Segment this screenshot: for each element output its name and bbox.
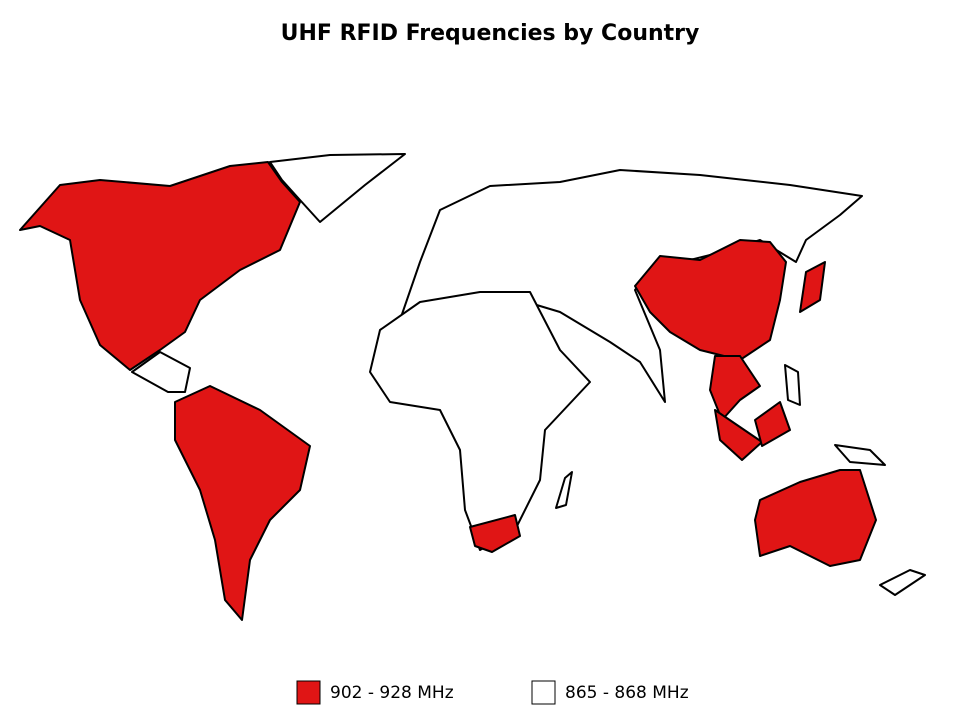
legend-swatch [531,680,556,705]
australia [754,469,877,567]
legend-label: 902 - 928 MHz [330,683,454,703]
png [834,444,886,466]
regions [19,153,926,621]
sumatra-java [714,409,763,461]
south-america [174,385,311,621]
borneo [754,401,791,447]
madagascar [555,471,573,509]
north-america [19,161,301,371]
philippines [784,364,801,406]
map-title: UHF RFID Frequencies by Country [281,21,700,46]
africa [369,291,591,551]
new-zealand [879,569,926,596]
legend: 902 - 928 MHz 865 - 868 MHz [296,680,689,705]
china [634,239,787,361]
se-asia [709,355,761,421]
greenland [269,153,406,223]
legend-swatch [296,680,321,705]
eurasia [399,169,863,403]
central-america [131,351,191,393]
legend-label: 865 - 868 MHz [565,683,689,703]
japan [799,261,826,313]
south-africa [469,514,521,553]
